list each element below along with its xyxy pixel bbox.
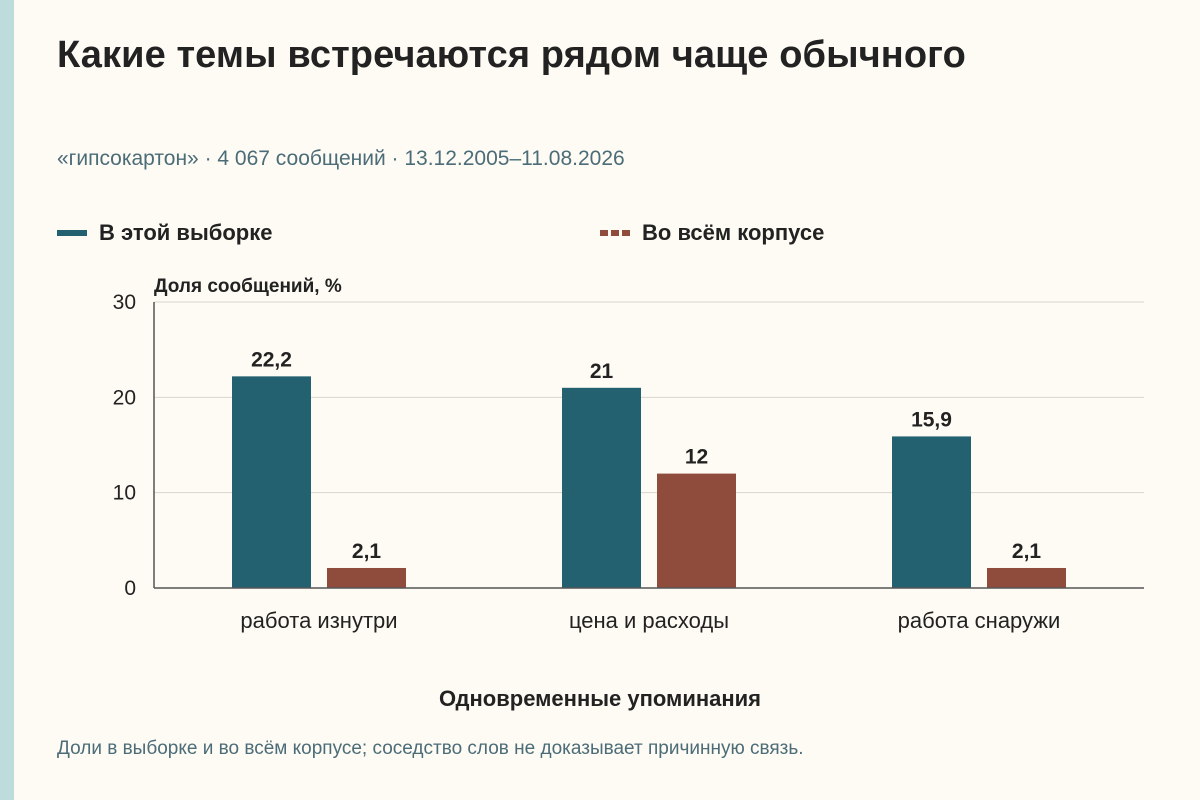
y-tick-label: 10 [113,482,136,505]
legend-swatch-solid-icon [57,230,87,236]
bar [987,567,1066,588]
bar-value-label: 21 [590,360,614,383]
y-axis-title: Доля сообщений, % [154,276,342,297]
y-tick-label: 30 [113,291,136,314]
x-axis-title: Одновременные упоминания [438,686,762,711]
y-tick-label: 0 [124,577,136,600]
y-tick-label: 20 [113,386,136,409]
bar [892,436,971,588]
left-accent-bar [0,0,14,800]
x-tick-label: работа снаружи [898,608,1061,633]
legend-label-corpus: Во всём корпусе [642,220,825,245]
bar-value-label: 22,2 [251,348,292,371]
bar-value-label: 2,1 [352,540,382,563]
x-tick-label: цена и расходы [569,608,729,633]
bar-value-label: 12 [685,446,708,469]
legend-label-sample: В этой выборке [99,220,273,245]
bar [232,376,311,588]
bar-value-label: 15,9 [911,408,952,431]
legend-item-sample: В этой выборке [57,219,272,247]
bar [657,473,736,588]
x-tick-label: работа изнутри [240,608,397,633]
footnote: Доли в выборке и во всём корпусе; соседс… [57,738,804,759]
chart-title: Какие темы встречаются рядом чаще обычно… [57,34,966,76]
legend-swatch-dashed-icon [600,230,630,236]
bar [562,387,641,588]
bar-value-label: 2,1 [1012,540,1042,563]
bar [327,567,406,588]
legend-item-corpus: Во всём корпусе [600,219,824,247]
chart-subtitle: «гипсокартон» · 4 067 сообщений · 13.12.… [57,147,625,170]
